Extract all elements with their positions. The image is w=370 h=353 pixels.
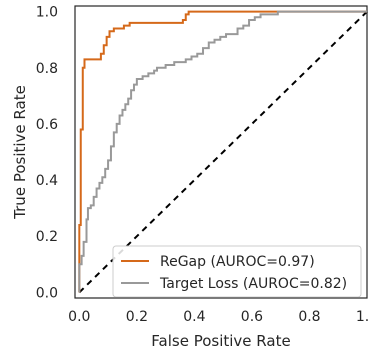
series-line-0 bbox=[78, 10, 367, 293]
y-tick-label: 0.8 bbox=[36, 61, 58, 77]
x-tick-label: 0.2 bbox=[126, 309, 148, 325]
y-tick-label: 0.6 bbox=[36, 117, 58, 133]
x-axis-label: False Positive Rate bbox=[151, 332, 290, 350]
legend-items: ReGap (AUROC=0.97) Target Loss (AUROC=0.8… bbox=[121, 254, 347, 292]
series-layer bbox=[78, 10, 367, 293]
y-tick-label: 0.0 bbox=[36, 285, 58, 301]
legend-label-1: Target Loss (AUROC=0.82) bbox=[159, 276, 347, 292]
x-tick-label: 1.0 bbox=[356, 309, 370, 325]
plot-area bbox=[74, 5, 368, 299]
legend: ReGap (AUROC=0.97) Target Loss (AUROC=0.8… bbox=[112, 245, 362, 298]
legend-box bbox=[112, 245, 362, 298]
x-tick-label: 0.8 bbox=[298, 309, 320, 325]
plot-frame bbox=[74, 5, 368, 299]
y-tick-label: 1.0 bbox=[36, 5, 58, 21]
x-tick-label: 0.4 bbox=[183, 309, 205, 325]
x-tick-label: 0.6 bbox=[241, 309, 263, 325]
y-tick-label: 0.4 bbox=[36, 173, 58, 189]
y-axis-label: True Positive Rate bbox=[11, 85, 29, 220]
series-line-1 bbox=[78, 10, 367, 293]
y-tick-label: 0.2 bbox=[36, 229, 58, 245]
x-axis-ticks: 0.0 0.2 0.4 0.6 0.8 1.0 bbox=[68, 309, 370, 325]
x-tick-label: 0.0 bbox=[68, 309, 90, 325]
legend-label-0: ReGap (AUROC=0.97) bbox=[160, 254, 315, 270]
y-axis-ticks: 0.0 0.2 0.4 0.6 0.8 1.0 bbox=[36, 5, 58, 302]
